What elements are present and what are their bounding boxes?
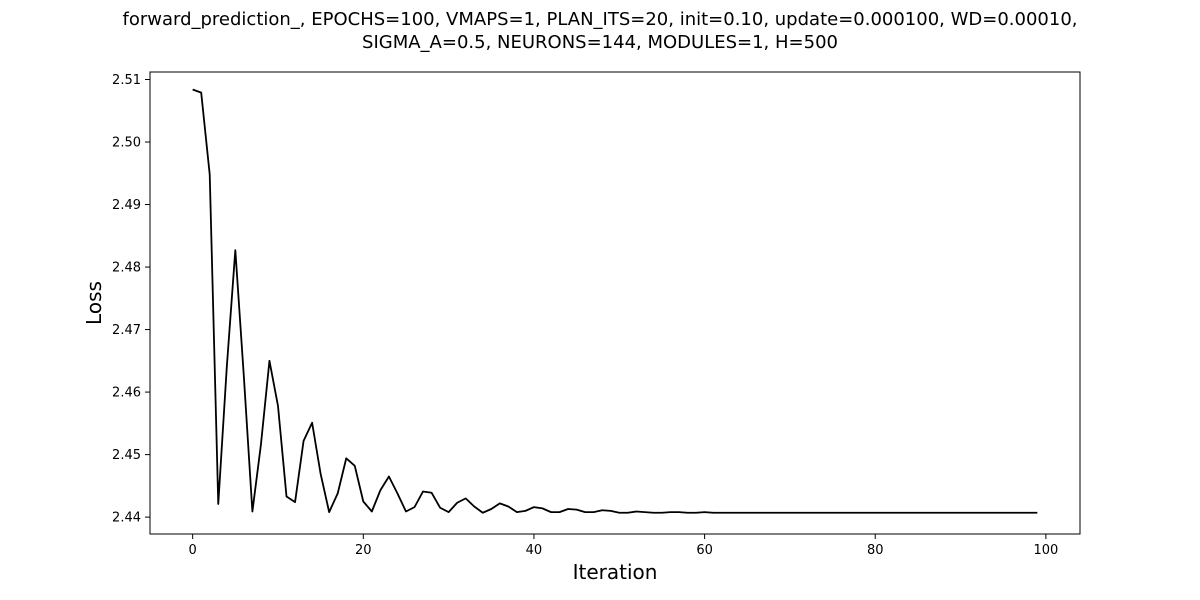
y-tick-label: 2.48 [112, 261, 141, 276]
chart-title-line-2: SIGMA_A=0.5, NEURONS=144, MODULES=1, H=5… [362, 32, 838, 53]
loss-series-line [192, 88, 1038, 514]
chart-title-line-1: forward_prediction_, EPOCHS=100, VMAPS=1… [122, 9, 1078, 30]
tick-group: 0 20 40 60 80 100 2.44 2.45 2.46 2.47 2.48 2.49 2.50… [112, 73, 1058, 558]
y-tick-label: 2.49 [112, 198, 141, 213]
chart-title: forward_prediction_, EPOCHS=100, VMAPS=1… [0, 8, 1200, 54]
x-tick-label: 60 [696, 543, 713, 558]
y-axis-label: Loss [82, 281, 106, 325]
y-tick-label: 2.50 [112, 136, 141, 151]
plot-area-frame [149, 71, 1081, 535]
y-tick-label: 2.44 [112, 511, 141, 526]
y-tick-label: 2.45 [112, 448, 141, 463]
x-tick-label: 20 [355, 543, 372, 558]
x-tick-label: 0 [189, 543, 197, 558]
y-tick-label: 2.47 [112, 323, 141, 338]
x-tick-label: 100 [1033, 543, 1058, 558]
x-axis-label: Iteration [573, 560, 658, 584]
x-tick-label: 80 [867, 543, 884, 558]
y-tick-label: 2.46 [112, 386, 141, 401]
x-tick-label: 40 [526, 543, 543, 558]
y-tick-label: 2.51 [112, 73, 141, 88]
